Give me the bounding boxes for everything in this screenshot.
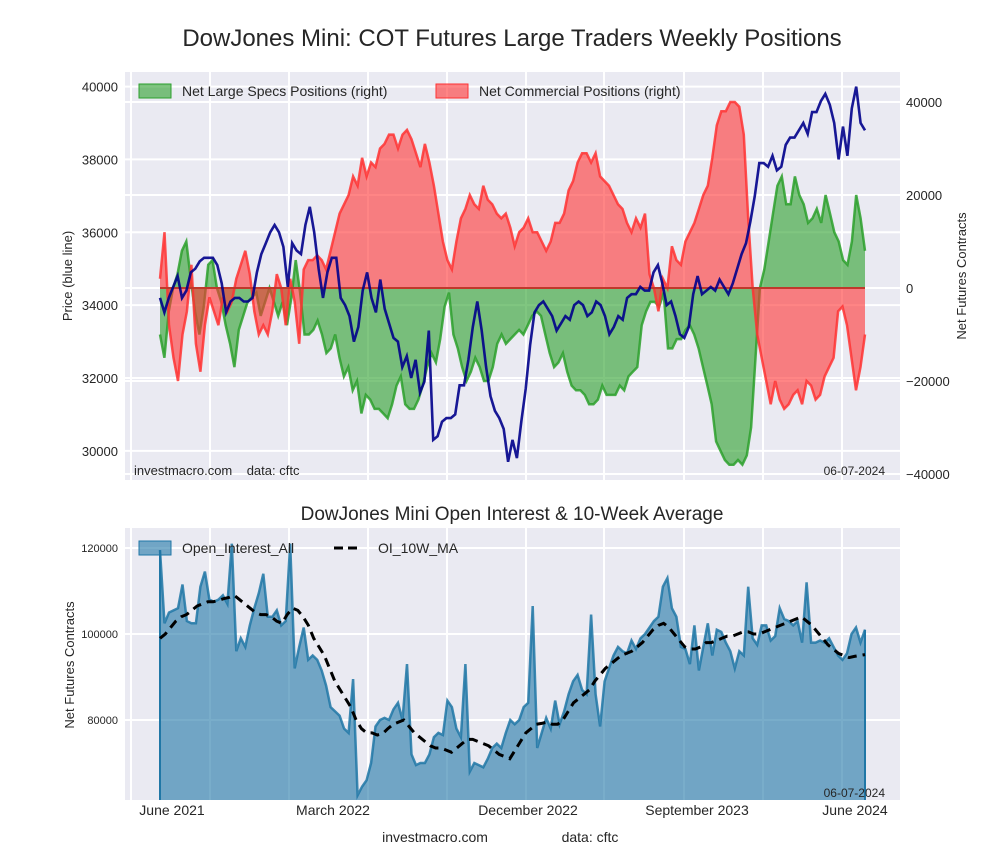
bottom-xtick-label: September 2023 [645, 802, 749, 818]
legend-label-specs: Net Large Specs Positions (right) [182, 83, 387, 99]
legend-swatch-commercial [435, 83, 469, 99]
bottom-ytick-label: 80000 [87, 715, 118, 727]
top-right-yticks: −40000 −20000 0 20000 40000 [906, 95, 950, 482]
legend-swatch-specs [138, 83, 172, 99]
top-right-ytick-label: 20000 [906, 188, 942, 203]
bottom-ylabel: Net Futures Contracts [62, 601, 77, 729]
bottom-ytick-label: 120000 [81, 543, 118, 555]
top-series-group [158, 86, 867, 467]
oi-10w-ma-line [159, 593, 866, 761]
top-left-ylabel: Price (blue line) [60, 231, 75, 321]
footer-data: data: cftc [562, 829, 619, 845]
top-right-ytick-label: −40000 [906, 467, 950, 482]
top-right-ytick-label: 40000 [906, 95, 942, 110]
price-line [158, 86, 867, 463]
bottom-series-group [158, 543, 867, 801]
top-legend: Net Large Specs Positions (right) Net Co… [138, 83, 681, 99]
top-left-ytick-label: 32000 [82, 371, 118, 386]
bottom-xticks: June 2021 March 2022 December 2022 Septembe… [139, 802, 888, 818]
top-left-yticks: 30000 32000 34000 36000 38000 40000 [82, 80, 118, 459]
open-interest-line [158, 543, 867, 801]
bottom-date-label: 06-07-2024 [824, 786, 886, 800]
top-left-ytick-label: 40000 [82, 80, 118, 95]
top-left-ytick-label: 30000 [82, 444, 118, 459]
bottom-xtick-label: June 2021 [139, 802, 205, 818]
legend-label-oi: Open_Interest_All [182, 540, 294, 556]
open-interest-fill [160, 543, 865, 800]
top-right-ytick-label: 0 [906, 281, 913, 296]
top-right-ylabel: Net Futures Contracts [954, 212, 969, 340]
footer-source: investmacro.com [382, 829, 488, 845]
top-left-ytick-label: 36000 [82, 225, 118, 240]
bottom-xtick-label: June 2024 [822, 802, 888, 818]
bottom-xtick-label: December 2022 [478, 802, 578, 818]
net-commercial-fill [160, 102, 865, 409]
legend-swatch-oi [138, 540, 172, 556]
net-large-specs-fill [160, 176, 865, 465]
top-right-ytick-label: −20000 [906, 374, 950, 389]
bottom-ytick-label: 100000 [81, 629, 118, 641]
top-left-ytick-label: 34000 [82, 298, 118, 313]
bottom-xtick-label: March 2022 [296, 802, 370, 818]
legend-label-commercial: Net Commercial Positions (right) [479, 83, 681, 99]
bottom-chart-title: DowJones Mini Open Interest & 10-Week Av… [301, 504, 724, 525]
bottom-legend: Open_Interest_All OI_10W_MA [138, 540, 459, 556]
bottom-yticks: 80000 100000 120000 [81, 543, 118, 727]
net-commercial-line [158, 100, 867, 412]
top-left-ytick-label: 38000 [82, 152, 118, 167]
top-date-label: 06-07-2024 [824, 464, 886, 478]
top-watermark: investmacro.com data: cftc [134, 463, 300, 478]
legend-label-ma: OI_10W_MA [378, 540, 459, 556]
net-large-specs-line [158, 172, 867, 467]
chart-title: DowJones Mini: COT Futures Large Traders… [182, 25, 841, 52]
